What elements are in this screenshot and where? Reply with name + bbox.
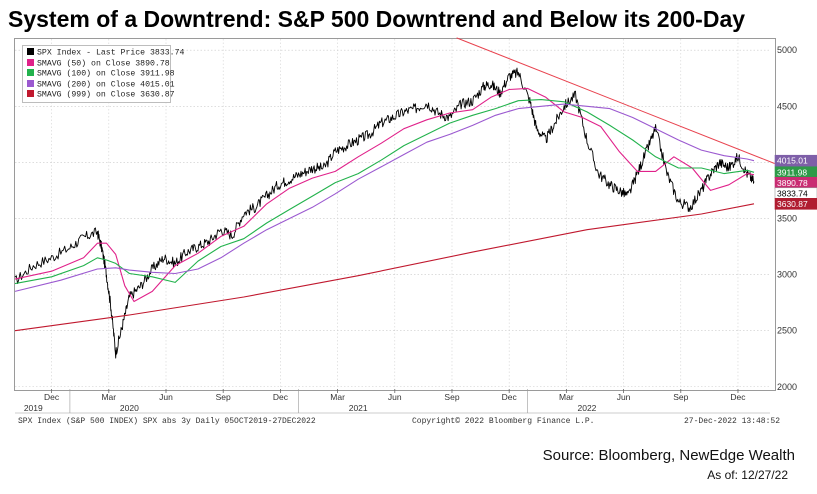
legend-label-spx: SPX Index - Last Price 3833.74 (37, 48, 185, 58)
y-tick-label-3000: 3000 (777, 270, 797, 280)
legend-swatch-sma200 (27, 79, 34, 87)
y-tick-label-2500: 2500 (777, 326, 797, 336)
y-tick-label-3500: 3500 (777, 213, 797, 223)
x-year-label-2020: 2020 (120, 403, 139, 413)
legend-label-sma200: SMAVG (200) on Close 4015.01 (37, 80, 175, 89)
legend-label-sma50: SMAVG (50) on Close 3890.78 (37, 59, 170, 68)
source-note: Source: Bloomberg, NewEdge Wealth (542, 447, 795, 464)
value-tag-label-4: 3630.87 (777, 199, 808, 209)
x-month-label-0: Dec (44, 392, 60, 402)
value-tag-label-2: 3890.78 (777, 178, 808, 188)
legend-item-sma100: SMAVG (100) on Close 3911.98 (27, 69, 175, 79)
x-month-label-3: Sep (216, 392, 231, 402)
series-line-smavg-999 (14, 203, 755, 332)
series-line-trendline (456, 37, 775, 164)
value-tag-label-3: 3833.74 (777, 188, 808, 198)
x-month-label-1: Mar (101, 392, 116, 402)
legend-swatch-sma100 (27, 69, 34, 76)
value-tag-4 (774, 198, 817, 210)
value-tag-0 (774, 154, 817, 167)
legend-item-sma999: SMAVG (999) on Close 3630.87 (27, 90, 175, 100)
x-month-label-4: Dec (273, 392, 289, 402)
value-tag-label-1: 3911.98 (777, 167, 807, 177)
x-month-label-6: Jun (388, 392, 402, 402)
series-line-smavg-50 (14, 87, 755, 303)
x-month-label-10: Jun (617, 392, 631, 402)
series-line-smavg-100 (14, 99, 755, 285)
x-month-label-9: Mar (559, 392, 574, 402)
footer-series-info: SPX Index (S&P 500 INDEX) SPX abs 3y Dai… (18, 417, 316, 426)
legend-label-sma100: SMAVG (100) on Close 3911.98 (37, 69, 175, 79)
as-of-date: As of: 12/27/22 (707, 468, 788, 482)
legend-label-sma999: SMAVG (999) on Close 3630.87 (37, 90, 175, 100)
x-year-label-2022: 2022 (578, 403, 597, 413)
legend-swatch-spx (27, 48, 34, 55)
footer-timestamp: 27-Dec-2022 13:48:52 (683, 417, 780, 426)
x-year-label-2021: 2021 (349, 403, 368, 413)
x-axis: Dec Mar Jun Sep Dec Mar Jun Sep Dec Mar Jun Sep Dec2… (15, 389, 770, 414)
series-line-smavg-200 (14, 103, 755, 292)
legend-swatch-sma999 (27, 90, 34, 97)
x-month-label-12: Dec (730, 392, 746, 402)
series-lines (14, 37, 775, 359)
value-tag-label-0: 4015.01 (777, 156, 808, 166)
x-year-label-2019: 2019 (24, 403, 43, 413)
legend-swatch-sma50 (27, 58, 34, 66)
y-tick-label-5000: 5000 (777, 45, 797, 55)
legend-item-sma200: SMAVG (200) on Close 4015.01 (27, 79, 175, 90)
x-month-label-7: Sep (444, 392, 459, 402)
y-tick-label-4500: 4500 (777, 101, 797, 111)
series-line-spx-index-last-price (14, 67, 755, 359)
legend-item-spx: SPX Index - Last Price 3833.74 (27, 48, 184, 58)
footer-copyright: Copyright© 2022 Bloomberg Finance L.P. (412, 417, 595, 426)
chart-legend: SPX Index - Last Price 3833.74 SMAVG (50… (22, 45, 184, 103)
x-month-label-2: Jun (159, 392, 173, 402)
chart-title: System of a Downtrend: S&P 500 Downtrend… (8, 6, 746, 32)
y-axis: 2000250030003500400045005000 (777, 45, 797, 392)
legend-item-sma50: SMAVG (50) on Close 3890.78 (27, 58, 170, 69)
y-tick-label-2000: 2000 (777, 382, 797, 392)
x-month-label-11: Sep (673, 392, 688, 402)
x-month-label-5: Mar (330, 392, 345, 402)
grid-lines (15, 39, 770, 389)
x-month-label-8: Dec (502, 392, 518, 402)
